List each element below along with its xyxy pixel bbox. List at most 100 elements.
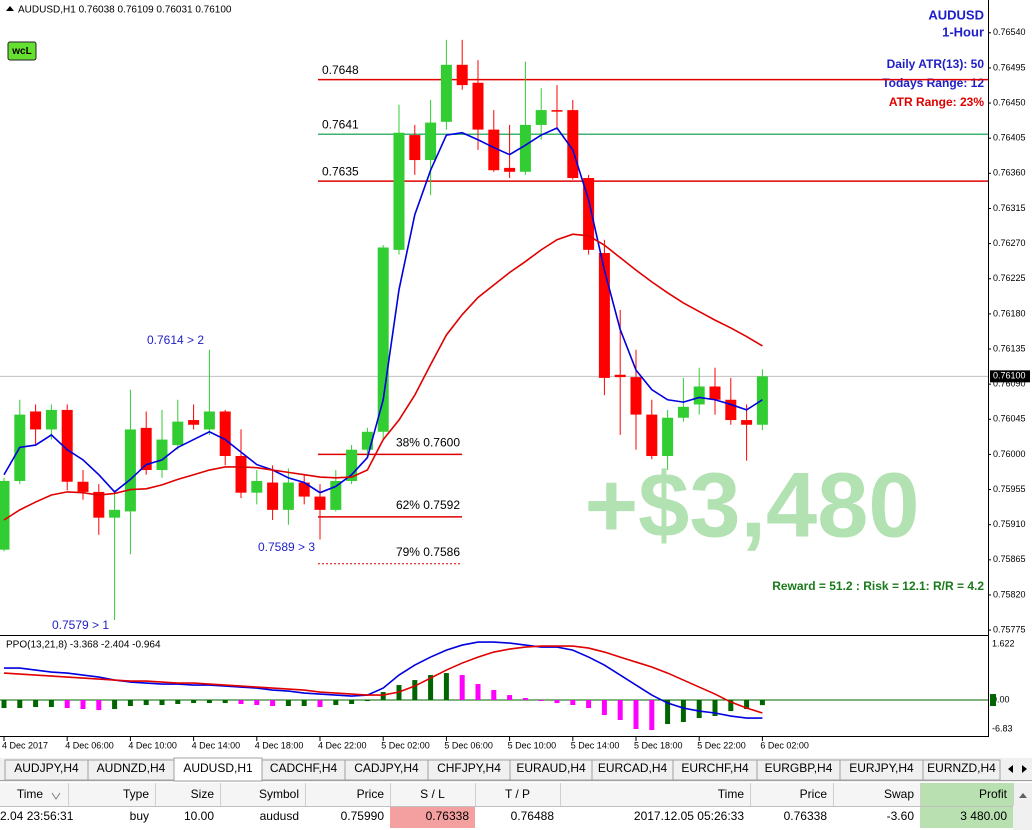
column-header: Type: [123, 787, 149, 801]
x-tick-label: 4 Dec 18:00: [255, 740, 304, 750]
button-label[interactable]: wcL: [11, 46, 31, 57]
candle-body: [598, 252, 610, 378]
scale-marker: [990, 694, 996, 707]
candle-body: [330, 480, 342, 510]
histogram-bar: [522, 698, 528, 701]
tab-label[interactable]: EURAUD,H4: [516, 761, 586, 775]
y-tick-label: 0.76270: [993, 238, 1026, 248]
histogram-bar: [17, 700, 23, 709]
tab-label[interactable]: CADJPY,H4: [354, 761, 419, 775]
y-tick-label: 0.75820: [993, 589, 1026, 599]
candle-body: [298, 482, 310, 497]
x-tick-label: 5 Dec 10:00: [508, 740, 557, 750]
y-tick-label: 0.76000: [993, 449, 1026, 459]
tab-label[interactable]: EURGBP,H4: [765, 761, 833, 775]
candle-body: [109, 509, 121, 518]
column-header: T / P: [505, 787, 530, 801]
table-cell: 2.04 23:56:31: [0, 809, 74, 823]
x-tick-label: 4 Dec 10:00: [128, 740, 177, 750]
current-price-label: 0.76100: [993, 371, 1026, 381]
level-label: 0.7648: [322, 63, 359, 77]
candle-body: [140, 427, 152, 471]
histogram-bar: [254, 700, 260, 706]
candle-body: [725, 399, 737, 421]
candle-body: [567, 110, 579, 179]
signal-line: [3, 645, 763, 714]
tab-label[interactable]: EURJPY,H4: [849, 761, 914, 775]
x-tick-label: 5 Dec 22:00: [697, 740, 746, 750]
x-tick-label: 5 Dec 02:00: [381, 740, 430, 750]
atr-label: Daily ATR(13): 50: [887, 57, 985, 71]
candle-body: [519, 124, 531, 172]
annotation: 0.7614 > 2: [147, 333, 204, 347]
candle-body: [583, 178, 595, 250]
range-label: Todays Range: 12: [882, 76, 984, 90]
table-cell: 0.76338: [426, 809, 470, 823]
tab-label[interactable]: EURNZD,H4: [927, 761, 996, 775]
candle-body: [156, 439, 168, 471]
histogram-bar: [112, 700, 118, 710]
tab-label[interactable]: AUDJPY,H4: [14, 761, 79, 775]
table-cell: buy: [130, 809, 149, 823]
histogram-bar: [633, 700, 639, 730]
indicator-scale-label: 0.00: [992, 694, 1010, 704]
x-tick-label: 4 Dec 22:00: [318, 740, 367, 750]
histogram-bar: [459, 675, 465, 701]
indicator-scale-label: 1.622: [992, 638, 1015, 648]
column-header: Time: [17, 787, 44, 801]
tab-label[interactable]: CADCHF,H4: [270, 761, 338, 775]
histogram-bar: [301, 700, 307, 707]
histogram-bar: [64, 700, 70, 709]
chart-title: AUDUSD,H1 0.76038 0.76109 0.76031 0.7610…: [18, 5, 232, 16]
level-label: 0.7641: [322, 117, 359, 131]
y-tick-label: 0.76045: [993, 414, 1026, 424]
histogram-bar: [759, 700, 765, 706]
candle-body: [551, 110, 563, 112]
histogram-bar: [586, 700, 592, 709]
candle-body: [346, 449, 358, 481]
candle-body: [203, 411, 215, 430]
button[interactable]: [7, 41, 37, 61]
table-cell: 0.76338: [784, 809, 828, 823]
timeframe-label: 1-Hour: [942, 24, 984, 39]
stop-loss-cell: [390, 807, 475, 828]
y-tick-label: 0.76360: [993, 168, 1026, 178]
candle-body: [535, 110, 547, 125]
candle-body: [488, 129, 500, 171]
tab-scroll-arrows[interactable]: [1008, 765, 1027, 773]
tab-label[interactable]: AUDUSD,H1: [183, 761, 253, 775]
candle-body: [693, 386, 705, 405]
candle-body: [77, 481, 89, 492]
tab-label[interactable]: EURCAD,H4: [598, 761, 668, 775]
candle-body: [93, 491, 105, 518]
histogram-bar: [143, 700, 149, 706]
tab-label[interactable]: AUDNZD,H4: [97, 761, 166, 775]
candle-body: [456, 64, 468, 86]
y-tick-label: 0.76540: [993, 27, 1026, 37]
histogram-bar: [428, 675, 434, 701]
tab-label[interactable]: EURCHF,H4: [681, 761, 749, 775]
histogram-bar: [175, 700, 181, 705]
histogram-bar: [364, 700, 370, 702]
y-tick-label: 0.75775: [993, 624, 1026, 634]
moving-average: [3, 127, 763, 494]
sort-indicator: [51, 792, 61, 800]
candle-body: [425, 122, 437, 161]
histogram-bar: [744, 700, 750, 710]
histogram-bar: [206, 700, 212, 704]
scroll-arrow[interactable]: [1019, 793, 1027, 798]
y-tick-label: 0.76225: [993, 273, 1026, 283]
histogram-bar: [96, 700, 102, 711]
tab-label[interactable]: CHFJPY,H4: [437, 761, 501, 775]
histogram-bar: [680, 700, 686, 723]
table-cell: 2017.12.05 05:26:33: [634, 809, 744, 823]
y-tick-label: 0.75910: [993, 519, 1026, 529]
scrollbar[interactable]: [1013, 783, 1032, 830]
histogram-bar: [33, 700, 39, 708]
histogram-bar: [617, 700, 623, 721]
histogram-bar: [285, 700, 291, 707]
column-header: Swap: [884, 787, 914, 801]
histogram-bar: [1, 700, 7, 709]
tab[interactable]: [922, 759, 1001, 781]
